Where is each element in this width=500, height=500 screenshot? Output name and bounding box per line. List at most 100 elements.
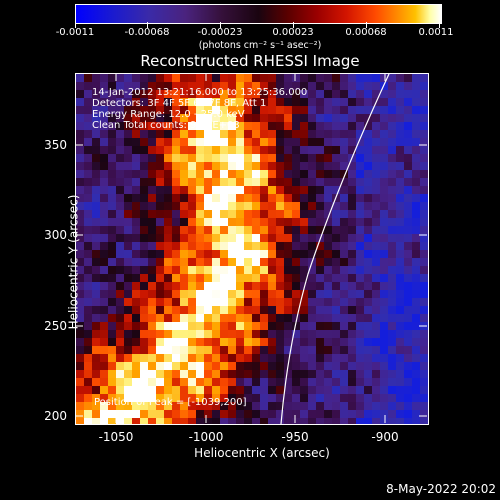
x-tick-label: -950 — [281, 430, 309, 444]
intensity-pixel — [148, 394, 156, 402]
intensity-pixel — [164, 410, 172, 418]
intensity-pixel — [148, 186, 156, 194]
intensity-pixel — [196, 314, 204, 322]
intensity-pixel — [228, 194, 236, 202]
intensity-pixel — [164, 138, 172, 146]
intensity-pixel — [340, 82, 348, 90]
intensity-pixel — [308, 82, 316, 90]
intensity-pixel — [388, 306, 396, 314]
intensity-pixel — [132, 282, 140, 290]
intensity-pixel — [300, 130, 308, 138]
intensity-pixel — [132, 186, 140, 194]
intensity-pixel — [180, 386, 188, 394]
intensity-pixel — [212, 242, 220, 250]
intensity-pixel — [372, 170, 380, 178]
intensity-pixel — [380, 338, 388, 346]
intensity-pixel — [92, 74, 100, 82]
intensity-pixel — [244, 138, 252, 146]
intensity-pixel — [300, 114, 308, 122]
intensity-pixel — [356, 98, 364, 106]
intensity-pixel — [132, 314, 140, 322]
intensity-pixel — [116, 410, 124, 418]
intensity-pixel — [388, 338, 396, 346]
intensity-pixel — [228, 162, 236, 170]
colorbar-tick-label: 0.0011 — [418, 27, 454, 38]
intensity-pixel — [124, 202, 132, 210]
intensity-pixel — [316, 210, 324, 218]
intensity-pixel — [212, 306, 220, 314]
intensity-pixel — [236, 210, 244, 218]
intensity-pixel — [388, 146, 396, 154]
intensity-pixel — [420, 306, 428, 314]
intensity-pixel — [140, 194, 148, 202]
intensity-pixel — [276, 226, 284, 234]
intensity-pixel — [212, 362, 220, 370]
intensity-pixel — [84, 258, 92, 266]
intensity-pixel — [100, 98, 108, 106]
intensity-pixel — [132, 210, 140, 218]
intensity-pixel — [324, 138, 332, 146]
intensity-pixel — [92, 274, 100, 282]
intensity-pixel — [164, 186, 172, 194]
intensity-pixel — [420, 250, 428, 258]
intensity-pixel — [364, 418, 372, 424]
intensity-pixel — [204, 306, 212, 314]
intensity-pixel — [300, 194, 308, 202]
intensity-pixel — [188, 154, 196, 162]
intensity-pixel — [268, 218, 276, 226]
intensity-pixel — [332, 130, 340, 138]
intensity-pixel — [380, 258, 388, 266]
intensity-pixel — [364, 242, 372, 250]
intensity-pixel — [404, 186, 412, 194]
intensity-pixel — [188, 138, 196, 146]
intensity-pixel — [132, 194, 140, 202]
intensity-pixel — [148, 266, 156, 274]
intensity-pixel — [84, 226, 92, 234]
intensity-pixel — [380, 306, 388, 314]
intensity-pixel — [412, 322, 420, 330]
intensity-pixel — [308, 322, 316, 330]
intensity-pixel — [76, 170, 84, 178]
intensity-pixel — [332, 170, 340, 178]
intensity-pixel — [292, 362, 300, 370]
intensity-pixel — [268, 338, 276, 346]
intensity-pixel — [212, 162, 220, 170]
intensity-pixel — [260, 154, 268, 162]
intensity-pixel — [156, 314, 164, 322]
intensity-pixel — [108, 282, 116, 290]
intensity-pixel — [324, 234, 332, 242]
intensity-pixel — [148, 106, 156, 114]
intensity-pixel — [84, 162, 92, 170]
intensity-pixel — [172, 170, 180, 178]
intensity-pixel — [284, 154, 292, 162]
intensity-pixel — [84, 202, 92, 210]
intensity-pixel — [100, 226, 108, 234]
intensity-pixel — [380, 202, 388, 210]
intensity-pixel — [420, 186, 428, 194]
intensity-pixel — [108, 354, 116, 362]
intensity-pixel — [228, 346, 236, 354]
intensity-pixel — [100, 234, 108, 242]
intensity-pixel — [284, 314, 292, 322]
colorbar-tick — [439, 22, 440, 28]
intensity-pixel — [220, 226, 228, 234]
intensity-pixel — [140, 74, 148, 82]
intensity-pixel — [300, 386, 308, 394]
intensity-pixel — [180, 186, 188, 194]
intensity-pixel — [404, 218, 412, 226]
intensity-pixel — [252, 298, 260, 306]
intensity-pixel — [364, 130, 372, 138]
intensity-pixel — [156, 186, 164, 194]
intensity-pixel — [204, 386, 212, 394]
intensity-pixel — [412, 354, 420, 362]
intensity-pixel — [300, 154, 308, 162]
intensity-pixel — [340, 258, 348, 266]
intensity-pixel — [196, 282, 204, 290]
intensity-pixel — [220, 90, 228, 98]
intensity-pixel — [140, 322, 148, 330]
intensity-pixel — [340, 186, 348, 194]
intensity-pixel — [340, 410, 348, 418]
intensity-pixel — [92, 210, 100, 218]
intensity-pixel — [252, 154, 260, 162]
intensity-pixel — [228, 282, 236, 290]
